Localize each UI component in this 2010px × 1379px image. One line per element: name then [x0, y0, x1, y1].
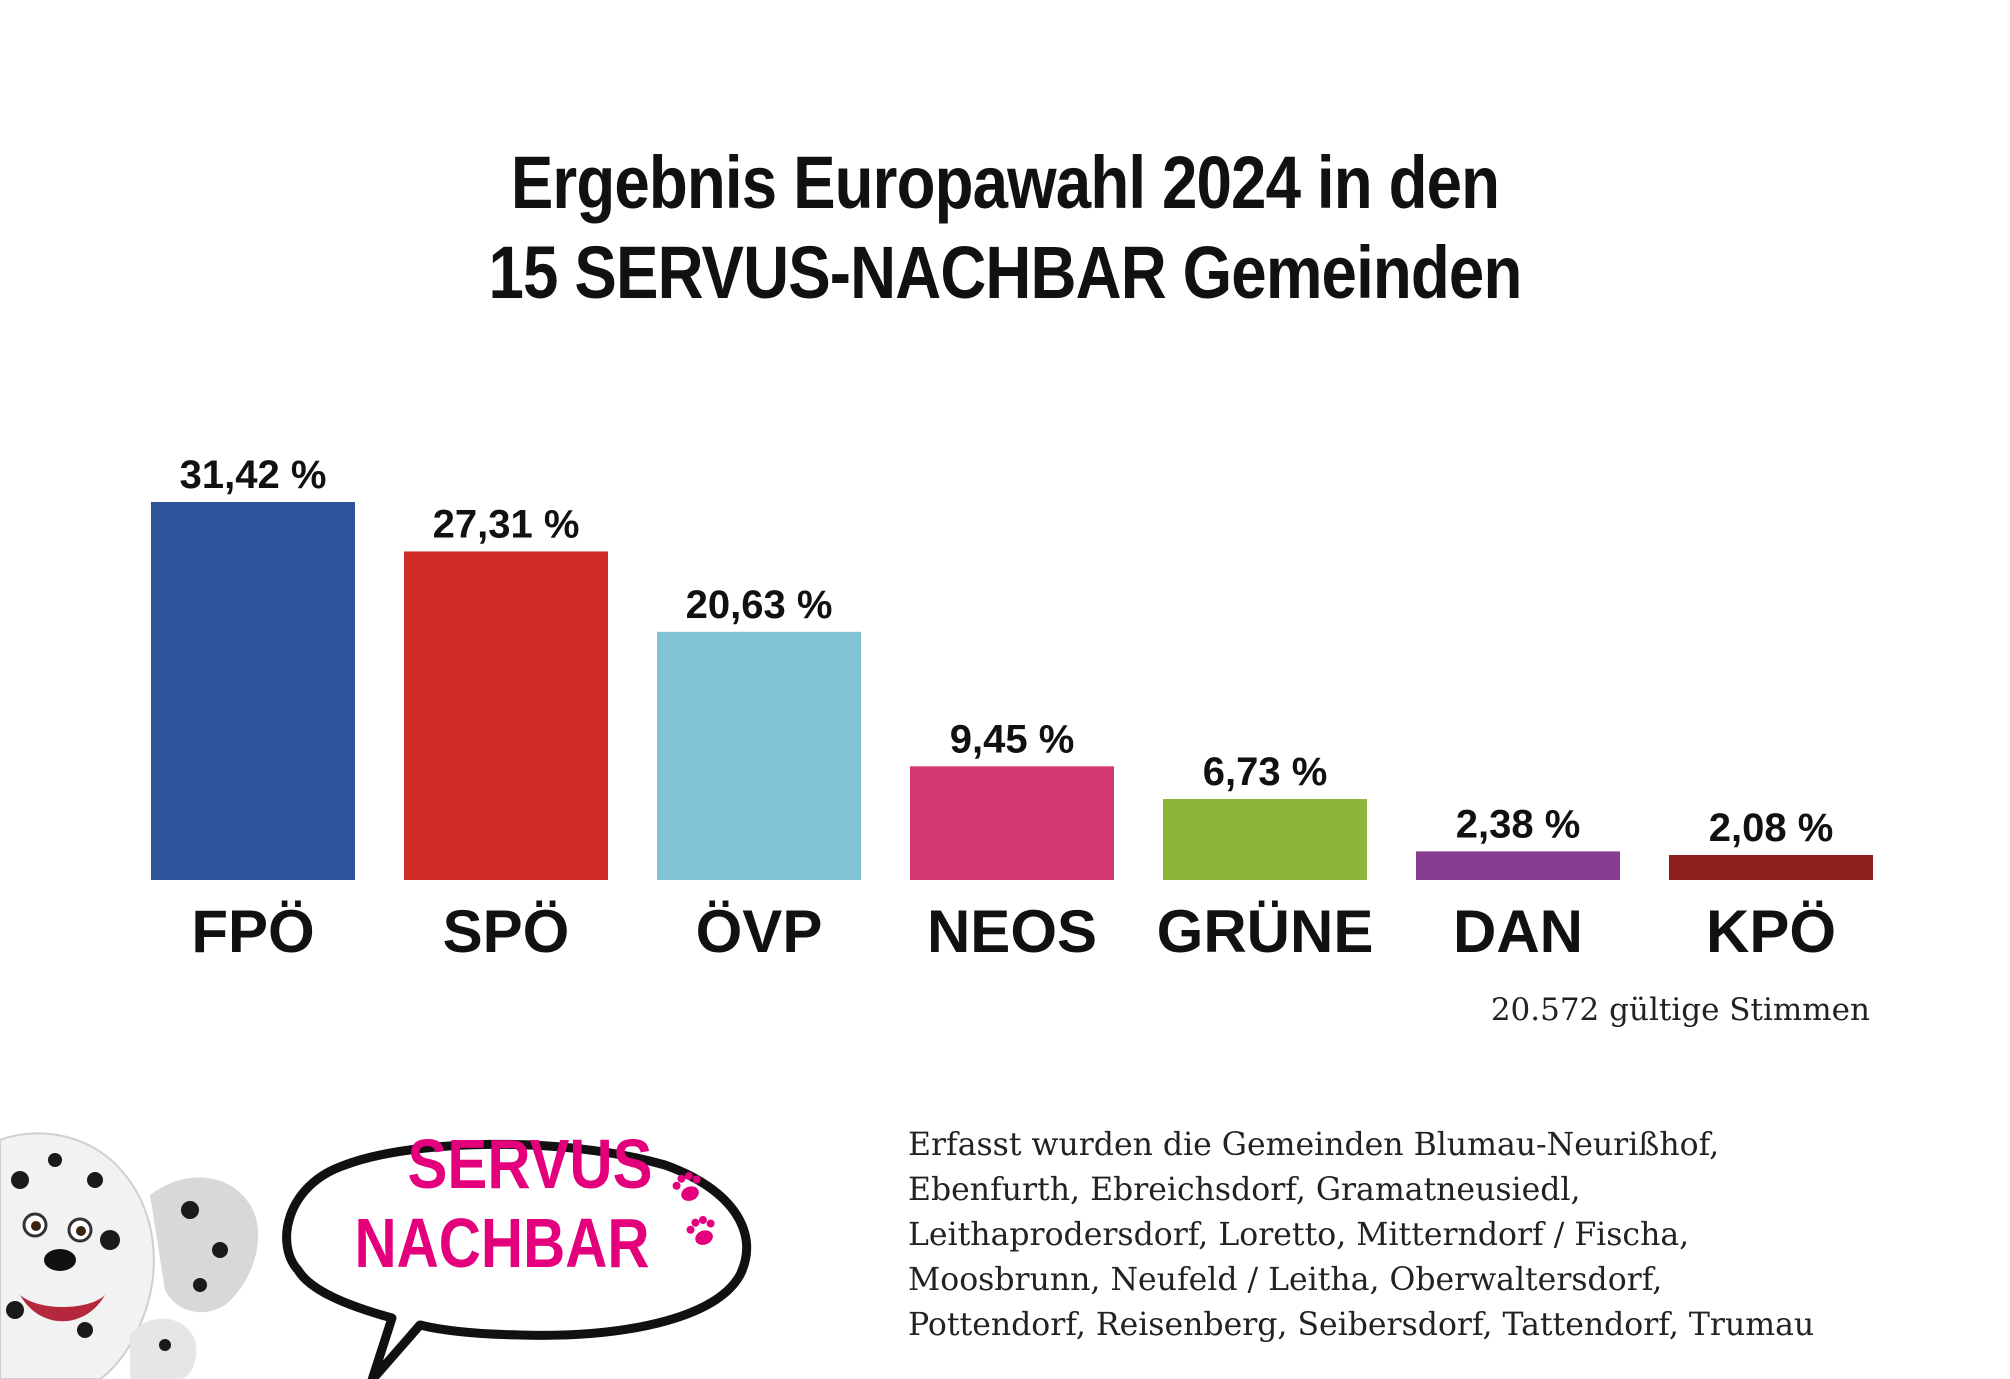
category-label: FPÖ	[191, 898, 314, 965]
value-label: 9,45 %	[950, 717, 1075, 761]
paw-icon	[686, 1215, 715, 1245]
value-label: 27,31 %	[433, 502, 580, 546]
value-label: 31,42 %	[180, 453, 327, 497]
bar-chart: 31,42 % FPÖ 27,31 % SPÖ 20,63 % ÖVP 9,45 % NEOS…	[151, 453, 1873, 965]
logo-line-nachbar: NACHBAR	[355, 1204, 650, 1282]
bar-fpö	[151, 502, 355, 880]
title-line-1: Ergebnis Europawahl 2024 in den	[510, 141, 1500, 224]
bar-dan	[1416, 851, 1620, 880]
bar-kpö	[1669, 854, 1873, 880]
chart-title: Ergebnis Europawahl 2024 in den 15 SERVU…	[0, 138, 2010, 318]
bar-övp	[657, 631, 861, 880]
value-label: 20,63 %	[686, 583, 833, 627]
municipalities-note: Erfasst wurden die Gemeinden Blumau-Neur…	[908, 1123, 1908, 1348]
note-line: Pottendorf, Reisenberg, Seibersdorf, Tat…	[908, 1307, 1815, 1343]
category-label: GRÜNE	[1157, 898, 1374, 965]
bar-neos	[910, 766, 1114, 880]
value-label: 6,73 %	[1203, 750, 1328, 794]
valid-votes-label: 20.572 gültige Stimmen	[1490, 992, 1870, 1028]
speech-bubble	[282, 1139, 752, 1379]
value-label: 2,38 %	[1456, 802, 1581, 846]
category-label: ÖVP	[696, 898, 823, 965]
title-line-2: 15 SERVUS-NACHBAR Gemeinden	[488, 231, 1523, 314]
bar-spö	[404, 551, 608, 880]
category-label: SPÖ	[443, 898, 570, 965]
note-line: Leithaprodersdorf, Loretto, Mitterndorf …	[908, 1217, 1690, 1253]
logo-line-servus: SERVUS	[408, 1125, 653, 1203]
note-line: Erfasst wurden die Gemeinden Blumau-Neur…	[908, 1127, 1720, 1163]
value-label: 2,08 %	[1709, 806, 1834, 850]
note-line: Ebenfurth, Ebreichsdorf, Gramatneusiedl,	[908, 1172, 1581, 1208]
category-label: KPÖ	[1706, 898, 1836, 965]
category-label: NEOS	[927, 898, 1097, 965]
note-line: Moosbrunn, Neufeld / Leitha, Oberwalters…	[908, 1262, 1663, 1298]
dalmatian-dog-illustration	[0, 1132, 259, 1379]
paw-icon	[672, 1171, 701, 1201]
servus-nachbar-logo: SERVUS NACHBAR	[0, 1125, 752, 1379]
bar-grüne	[1163, 799, 1367, 880]
category-label: DAN	[1453, 898, 1583, 965]
